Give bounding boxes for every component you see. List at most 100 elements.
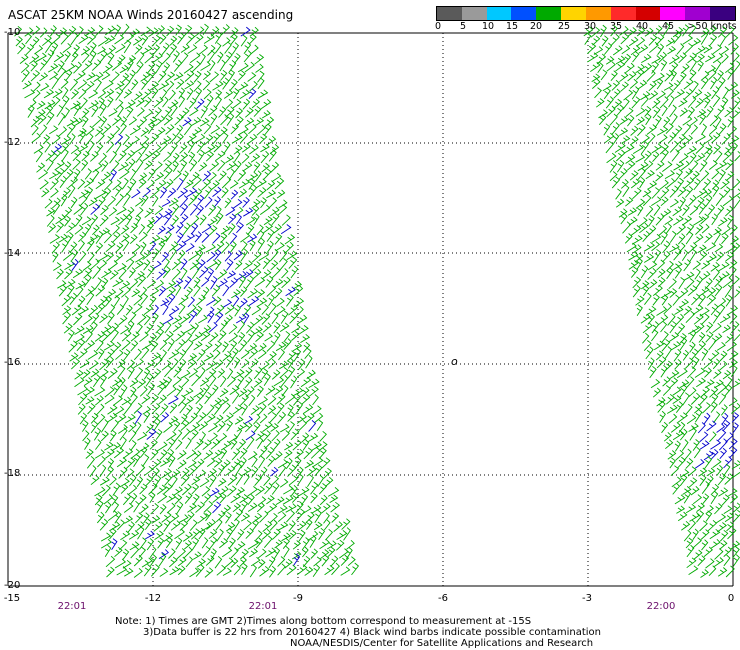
wind-barb [185,243,195,252]
wind-barb [139,231,148,242]
wind-barb [248,88,257,100]
wind-barb [135,61,144,74]
wind-barb [677,456,686,469]
wind-barb [694,268,701,280]
wind-barb [681,249,689,262]
wind-barb [692,494,703,505]
wind-barb [294,448,304,459]
wind-barb [658,225,668,236]
wind-barb [635,295,645,306]
wind-barb [714,379,724,389]
wind-barb [241,358,250,369]
wind-barb [135,512,144,524]
wind-barb [157,25,165,35]
wind-barb [133,453,141,468]
wind-barb [341,518,351,530]
wind-barb [605,96,614,109]
wind-barb [148,27,159,37]
wind-barb [673,125,683,137]
wind-barb [723,554,731,567]
wind-barb [687,52,698,64]
wind-barb [237,169,247,182]
wind-barb [730,493,739,504]
wind-barb [249,144,259,155]
wind-barb [240,286,248,297]
wind-barb [99,476,110,486]
wind-barb [39,27,48,38]
wind-barb [52,251,59,263]
wind-barb [215,518,223,531]
wind-barb [733,195,740,209]
wind-barb [171,475,178,488]
wind-barb [297,520,307,531]
wind-barb [664,346,672,359]
wind-barb [261,528,272,540]
wind-barb [689,248,697,262]
wind-barb [236,422,248,432]
wind-barb [666,404,678,414]
wind-barb [274,177,285,190]
wind-barb [714,60,722,73]
wind-barb [189,412,198,424]
wind-barb [680,298,689,308]
wind-barb [276,305,286,316]
wind-barb [243,268,254,279]
wind-barb [97,455,106,468]
wind-barb [217,420,226,433]
wind-barb [689,116,698,127]
wind-barb [144,96,152,108]
wind-barb [281,430,290,441]
wind-barb [687,285,698,297]
wind-barb [247,494,255,506]
wind-barb [254,276,266,288]
wind-barb [159,349,168,362]
wind-barb [233,250,244,261]
wind-barb [217,464,226,477]
wind-barb [135,270,145,280]
wind-barb [197,314,208,324]
wind-barb [686,557,697,569]
wind-barb [731,402,740,414]
wind-barb [174,277,184,288]
wind-barb [184,232,196,243]
wind-barb [130,340,139,352]
wind-barb [84,26,96,37]
wind-speed-legend: 0 5 10 15 20 25 30 35 40 45 >50 knots [435,4,737,34]
wind-barb [701,313,710,325]
wind-barb [691,293,701,306]
wind-barb [271,369,281,380]
wind-barb [240,457,247,469]
lat-label-16: -16 [4,357,21,368]
wind-barb [255,431,265,441]
wind-barb [719,313,731,324]
wind-barb [158,394,168,405]
wind-barb [606,152,617,164]
color-scale-bar [436,6,736,21]
wind-barb [120,325,130,335]
wind-barb [640,313,651,324]
wind-barb [586,42,597,55]
wind-barb [164,321,172,334]
wind-barb [170,520,181,531]
wind-barb [670,422,682,433]
wind-barb [78,392,88,406]
wind-barb [215,150,226,162]
wind-barb [143,304,154,315]
wind-barb [78,88,87,100]
wind-barb [165,124,175,135]
wind-barb [282,537,291,549]
wind-barb [279,374,289,388]
wind-barb [74,117,83,127]
wind-barb [94,494,103,506]
wind-barb [220,24,230,36]
wind-barb [312,457,324,468]
wind-barb [146,221,154,234]
wind-barb [331,512,340,523]
wind-barb [188,464,198,477]
wind-barb [231,134,243,144]
wind-barb [62,305,72,316]
wind-barb [239,447,248,459]
wind-barb [676,367,688,379]
wind-barb [701,260,711,270]
wind-barb [270,423,279,432]
